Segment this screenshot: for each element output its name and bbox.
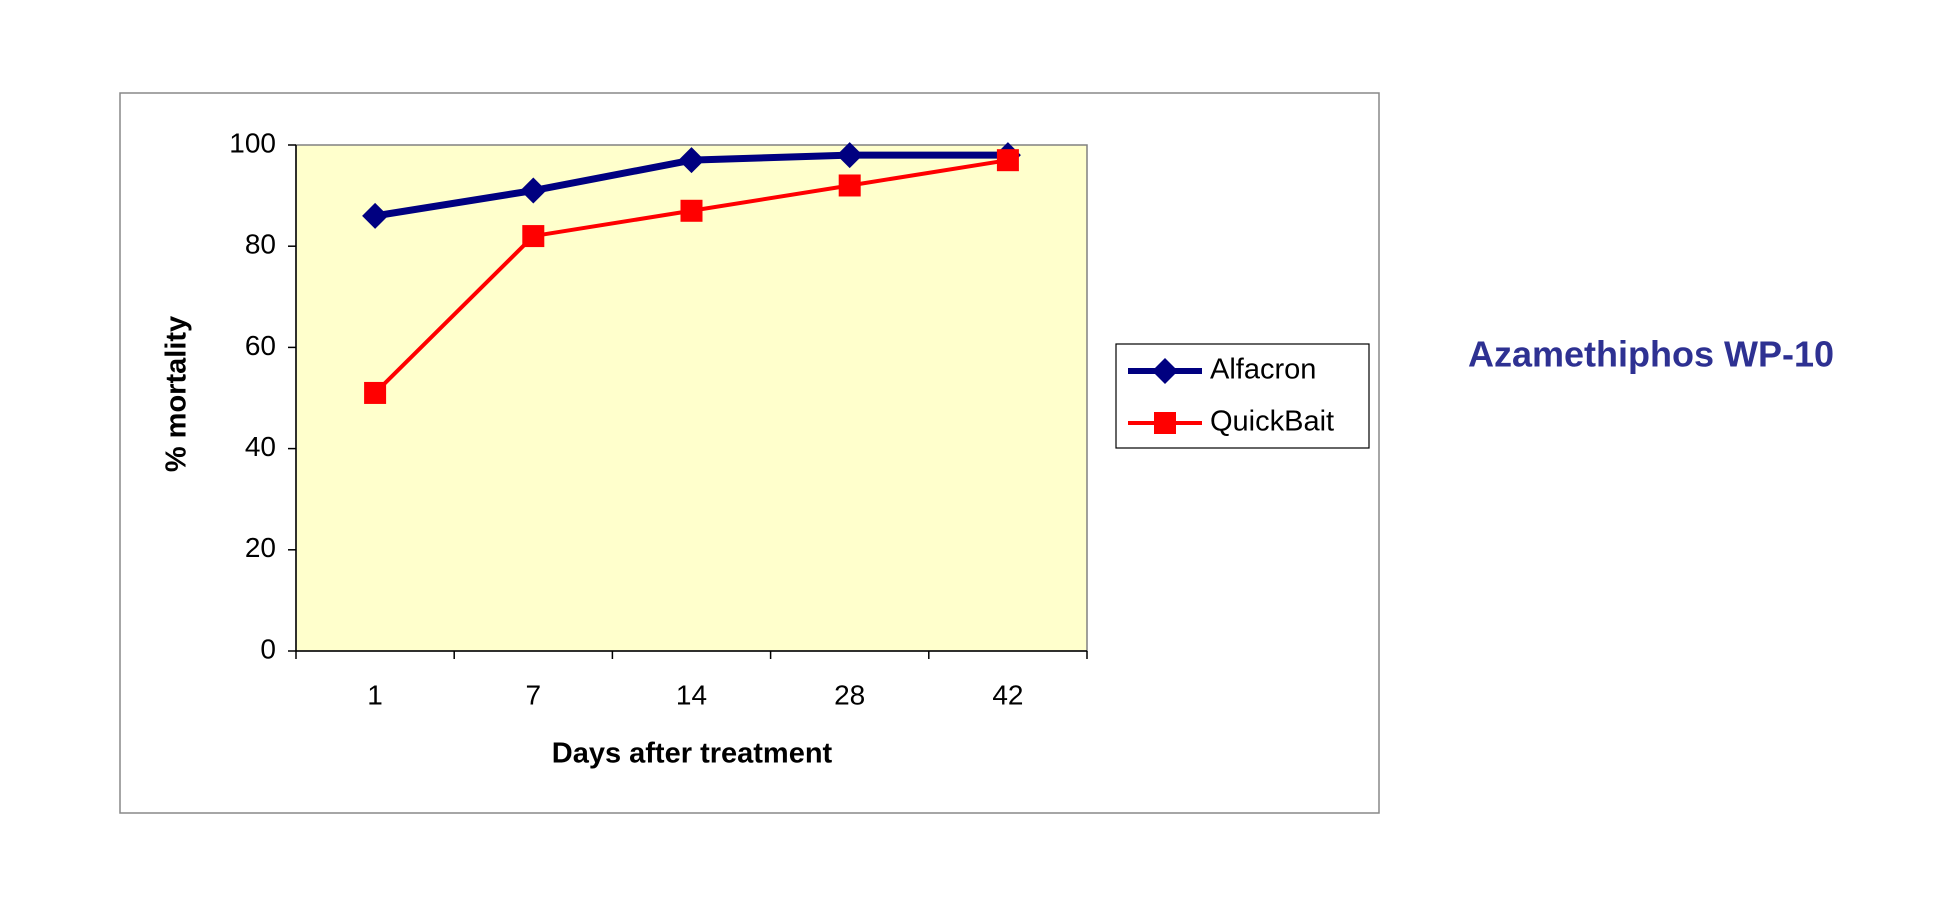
data-point	[680, 199, 703, 222]
y-tick-label: 20	[245, 532, 276, 563]
x-axis-title: Days after treatment	[552, 738, 833, 770]
x-tick-label: 1	[367, 679, 383, 710]
legend-label: Alfacron	[1210, 354, 1316, 386]
legend-label: QuickBait	[1210, 406, 1334, 438]
x-tick-label: 14	[676, 679, 707, 710]
x-tick-label: 7	[526, 679, 542, 710]
data-point	[996, 149, 1019, 172]
y-tick-label: 0	[260, 633, 276, 664]
x-tick-label: 28	[834, 679, 865, 710]
data-point	[364, 381, 387, 404]
data-point	[520, 177, 547, 204]
annotation: Azamethiphos WP-10	[1468, 334, 1834, 375]
legend-marker	[1154, 412, 1176, 434]
y-tick-label: 80	[245, 229, 276, 260]
plot-area	[295, 144, 1088, 652]
data-point	[522, 225, 545, 248]
legend-marker	[1152, 358, 1178, 384]
data-point	[678, 147, 705, 174]
data-point	[362, 202, 389, 229]
x-tick-label: 42	[992, 679, 1023, 710]
y-tick-label: 60	[245, 330, 276, 361]
y-axis-title: % mortality	[161, 316, 193, 472]
y-tick-label: 40	[245, 431, 276, 462]
data-point	[836, 142, 863, 169]
data-point	[838, 174, 861, 197]
y-tick-label: 100	[229, 127, 276, 158]
